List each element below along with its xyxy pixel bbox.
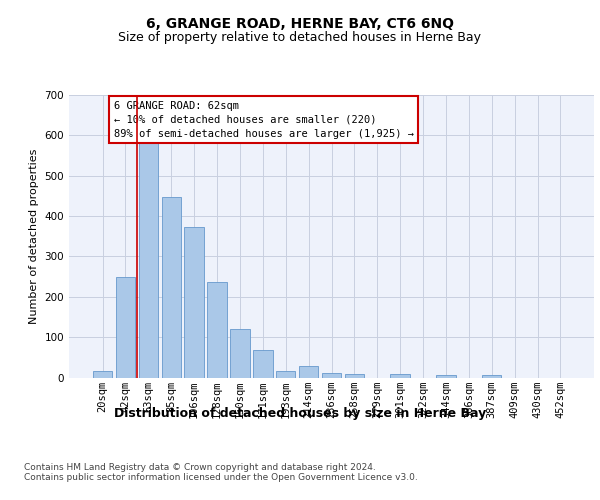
Bar xyxy=(139,140,158,378)
Bar xyxy=(276,370,295,378)
Text: 6 GRANGE ROAD: 62sqm
← 10% of detached houses are smaller (220)
89% of semi-deta: 6 GRANGE ROAD: 62sqm ← 10% of detached h… xyxy=(113,100,413,138)
Bar xyxy=(93,372,112,378)
Y-axis label: Number of detached properties: Number of detached properties xyxy=(29,148,39,324)
Bar xyxy=(253,350,272,378)
Bar xyxy=(161,196,181,378)
Bar xyxy=(230,329,250,378)
Bar xyxy=(344,374,364,378)
Text: Contains HM Land Registry data © Crown copyright and database right 2024.
Contai: Contains HM Land Registry data © Crown c… xyxy=(24,462,418,482)
Bar xyxy=(116,278,135,378)
Text: Size of property relative to detached houses in Herne Bay: Size of property relative to detached ho… xyxy=(119,31,482,44)
Bar xyxy=(299,366,319,378)
Text: 6, GRANGE ROAD, HERNE BAY, CT6 6NQ: 6, GRANGE ROAD, HERNE BAY, CT6 6NQ xyxy=(146,18,454,32)
Bar xyxy=(482,375,502,378)
Bar xyxy=(391,374,410,378)
Bar xyxy=(436,376,455,378)
Text: Distribution of detached houses by size in Herne Bay: Distribution of detached houses by size … xyxy=(114,408,486,420)
Bar xyxy=(184,228,204,378)
Bar xyxy=(322,373,341,378)
Bar xyxy=(208,282,227,378)
